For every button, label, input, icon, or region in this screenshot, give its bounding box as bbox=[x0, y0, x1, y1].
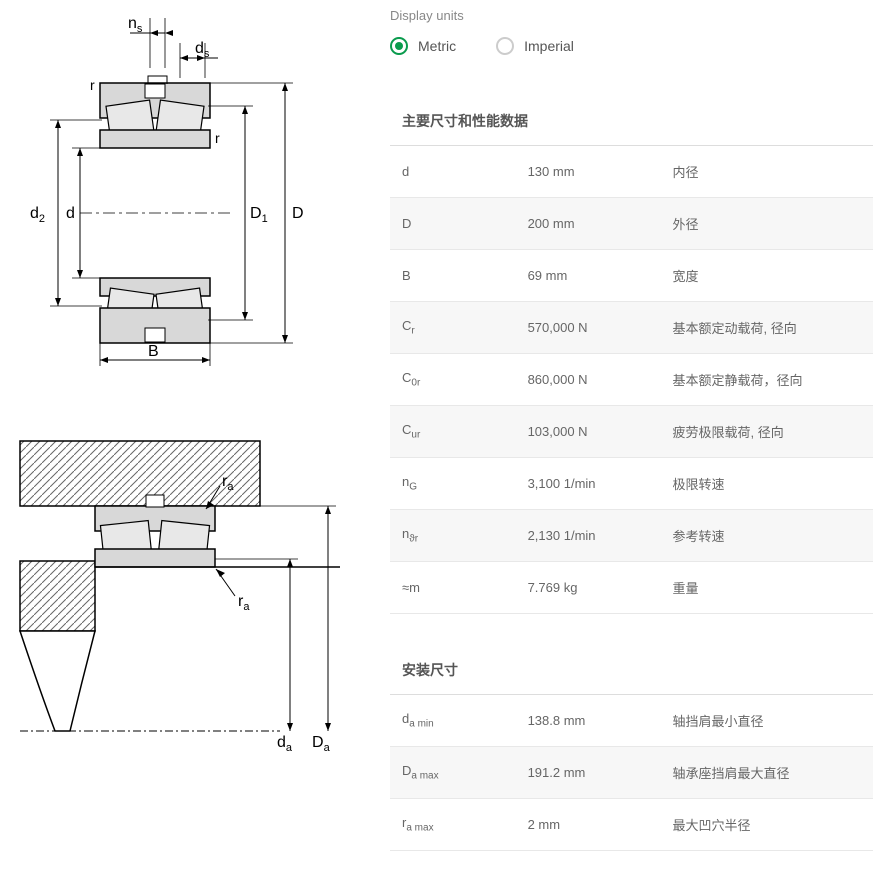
mounting-diagram: ra ra da Da bbox=[10, 431, 370, 754]
value-cell: 7.769 kg bbox=[516, 562, 661, 614]
spec-table: da min138.8 mm轴挡肩最小直径Da max191.2 mm轴承座挡肩… bbox=[390, 695, 873, 851]
radio-imperial-label: Imperial bbox=[524, 38, 574, 54]
value-cell: 2,130 1/min bbox=[516, 510, 661, 562]
radio-metric-indicator bbox=[390, 37, 408, 55]
symbol-cell: da min bbox=[390, 695, 516, 747]
label-da: da bbox=[277, 734, 293, 751]
label-B: B bbox=[148, 343, 159, 360]
description-cell: 内径 bbox=[660, 146, 873, 198]
table-row: ≈m7.769 kg重量 bbox=[390, 562, 873, 614]
description-cell: 基本额定静载荷，径向 bbox=[660, 354, 873, 406]
table-row: B69 mm宽度 bbox=[390, 250, 873, 302]
value-cell: 191.2 mm bbox=[516, 747, 661, 799]
symbol-cell: nϑr bbox=[390, 510, 516, 562]
description-cell: 外径 bbox=[660, 198, 873, 250]
symbol-cell: Da max bbox=[390, 747, 516, 799]
symbol-cell: Cur bbox=[390, 406, 516, 458]
value-cell: 2 mm bbox=[516, 799, 661, 851]
table-row: Da max191.2 mm轴承座挡肩最大直径 bbox=[390, 747, 873, 799]
radio-imperial-indicator bbox=[496, 37, 514, 55]
table-row: da min138.8 mm轴挡肩最小直径 bbox=[390, 695, 873, 747]
symbol-cell: C0r bbox=[390, 354, 516, 406]
section-title: 主要尺寸和性能数据 bbox=[390, 95, 873, 146]
label-r-bot: r bbox=[215, 130, 220, 146]
value-cell: 130 mm bbox=[516, 146, 661, 198]
label-D: D bbox=[292, 205, 304, 222]
label-ra2: ra bbox=[238, 593, 250, 613]
description-cell: 重量 bbox=[660, 562, 873, 614]
spec-table: d130 mm内径D200 mm外径B69 mm宽度Cr570,000 N基本额… bbox=[390, 146, 873, 614]
table-row: ra max2 mm最大凹穴半径 bbox=[390, 799, 873, 851]
table-row: C0r860,000 N基本额定静载荷，径向 bbox=[390, 354, 873, 406]
label-Da: Da bbox=[312, 734, 331, 751]
bearing-cross-section-diagram: ns ds bbox=[10, 8, 370, 371]
table-row: Cr570,000 N基本额定动载荷, 径向 bbox=[390, 302, 873, 354]
value-cell: 3,100 1/min bbox=[516, 458, 661, 510]
description-cell: 最大凹穴半径 bbox=[660, 799, 873, 851]
description-cell: 基本额定动载荷, 径向 bbox=[660, 302, 873, 354]
description-cell: 轴承座挡肩最大直径 bbox=[660, 747, 873, 799]
units-label: Display units bbox=[390, 8, 873, 23]
description-cell: 疲劳极限载荷, 径向 bbox=[660, 406, 873, 458]
table-row: Cur103,000 N疲劳极限载荷, 径向 bbox=[390, 406, 873, 458]
value-cell: 200 mm bbox=[516, 198, 661, 250]
table-row: nϑr2,130 1/min参考转速 bbox=[390, 510, 873, 562]
label-d: d bbox=[66, 205, 75, 222]
label-r-top: r bbox=[90, 77, 95, 93]
value-cell: 570,000 N bbox=[516, 302, 661, 354]
radio-metric-label: Metric bbox=[418, 38, 456, 54]
table-row: nG3,100 1/min极限转速 bbox=[390, 458, 873, 510]
section-title: 安装尺寸 bbox=[390, 644, 873, 695]
value-cell: 138.8 mm bbox=[516, 695, 661, 747]
label-ns: ns bbox=[128, 15, 143, 35]
symbol-cell: ra max bbox=[390, 799, 516, 851]
symbol-cell: B bbox=[390, 250, 516, 302]
label-D1: D1 bbox=[250, 205, 268, 225]
radio-imperial[interactable]: Imperial bbox=[496, 37, 574, 55]
label-d2: d2 bbox=[30, 205, 45, 225]
symbol-cell: d bbox=[390, 146, 516, 198]
description-cell: 宽度 bbox=[660, 250, 873, 302]
table-row: D200 mm外径 bbox=[390, 198, 873, 250]
value-cell: 860,000 N bbox=[516, 354, 661, 406]
symbol-cell: nG bbox=[390, 458, 516, 510]
symbol-cell: ≈m bbox=[390, 562, 516, 614]
value-cell: 69 mm bbox=[516, 250, 661, 302]
radio-metric[interactable]: Metric bbox=[390, 37, 456, 55]
units-radio-group: Metric Imperial bbox=[390, 37, 873, 55]
description-cell: 极限转速 bbox=[660, 458, 873, 510]
value-cell: 103,000 N bbox=[516, 406, 661, 458]
symbol-cell: Cr bbox=[390, 302, 516, 354]
description-cell: 轴挡肩最小直径 bbox=[660, 695, 873, 747]
description-cell: 参考转速 bbox=[660, 510, 873, 562]
table-row: d130 mm内径 bbox=[390, 146, 873, 198]
symbol-cell: D bbox=[390, 198, 516, 250]
